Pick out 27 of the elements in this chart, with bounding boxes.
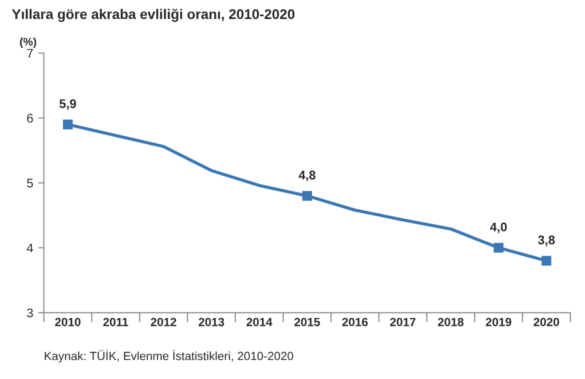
x-tick-label: 2014 — [246, 318, 272, 326]
y-tick-label: 7 — [27, 48, 33, 58]
data-label: 4,8 — [298, 170, 316, 182]
x-tick-label: 2016 — [342, 318, 368, 326]
y-axis-title: (%) — [20, 38, 36, 48]
x-tick-label: 2020 — [534, 318, 560, 326]
x-tick-label: 2013 — [198, 318, 224, 326]
chart-title: Yıllara göre akraba evliliği oranı, 2010-2020 — [12, 8, 294, 22]
y-tick-label: 3 — [26, 308, 33, 318]
x-tick-label: 2010 — [55, 318, 80, 326]
data-label: 5,9 — [60, 99, 76, 110]
data-label: 4,0 — [490, 222, 507, 234]
point — [494, 242, 504, 253]
x-tick-label: 2017 — [390, 318, 416, 326]
y-tick-label: 6 — [27, 114, 33, 123]
x-tick-label: 2011 — [103, 318, 128, 326]
data-label: 3,8 — [538, 236, 555, 246]
y-tick-label: 4 — [26, 244, 34, 252]
point — [302, 190, 312, 201]
text: Kaynak: TÜİK, Evlenme İstatistikleri, 2010-2020 — [44, 350, 294, 362]
y-tick-label: 5 — [27, 178, 33, 188]
x-tick-label: 2012 — [150, 318, 176, 326]
point — [62, 120, 73, 130]
x-tick-label: 2018 — [438, 318, 464, 326]
point — [542, 256, 552, 266]
x-tick-label: 2015 — [294, 318, 320, 326]
x-tick-label: 2019 — [486, 318, 512, 326]
